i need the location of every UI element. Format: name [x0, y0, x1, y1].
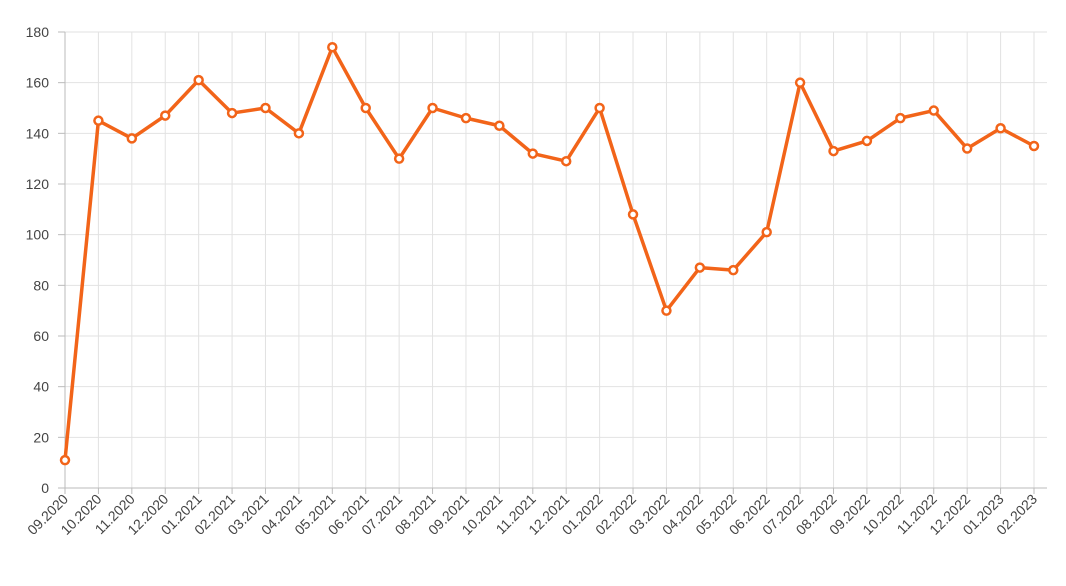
y-tick-label: 80	[33, 277, 49, 293]
data-point	[93, 115, 104, 126]
data-point	[828, 145, 839, 157]
data-point	[661, 305, 672, 316]
data-point	[226, 107, 238, 119]
data-point	[961, 143, 973, 154]
data-point	[159, 110, 171, 121]
data-point	[594, 102, 605, 114]
data-point	[794, 77, 806, 88]
y-tick-label: 140	[26, 125, 50, 141]
data-point	[193, 74, 204, 86]
y-tick-label: 40	[33, 379, 49, 395]
data-point	[560, 155, 572, 167]
data-point	[627, 209, 639, 220]
y-tick-label: 120	[26, 176, 50, 192]
y-tick-label: 100	[26, 227, 50, 243]
data-point	[861, 135, 873, 147]
data-point	[427, 102, 438, 114]
data-point	[260, 102, 271, 114]
data-point	[728, 264, 739, 276]
data-point	[393, 153, 405, 164]
data-point	[928, 105, 940, 116]
data-point	[1028, 140, 1040, 152]
y-tick-label: 0	[41, 480, 49, 496]
y-tick-label: 60	[33, 328, 49, 344]
data-point	[494, 120, 505, 131]
data-point	[327, 41, 338, 53]
data-point	[126, 133, 138, 144]
data-point	[293, 128, 305, 139]
data-line	[63, 45, 1035, 461]
data-point	[460, 112, 472, 124]
y-tick-label: 180	[26, 24, 50, 40]
data-point	[895, 112, 906, 124]
y-tick-label: 20	[33, 429, 49, 445]
y-tick-label: 160	[26, 75, 50, 91]
data-point	[995, 123, 1006, 134]
data-point	[360, 102, 371, 114]
data-point	[694, 262, 706, 273]
data-point	[59, 454, 71, 466]
data-point	[761, 226, 772, 238]
data-point	[527, 148, 539, 159]
